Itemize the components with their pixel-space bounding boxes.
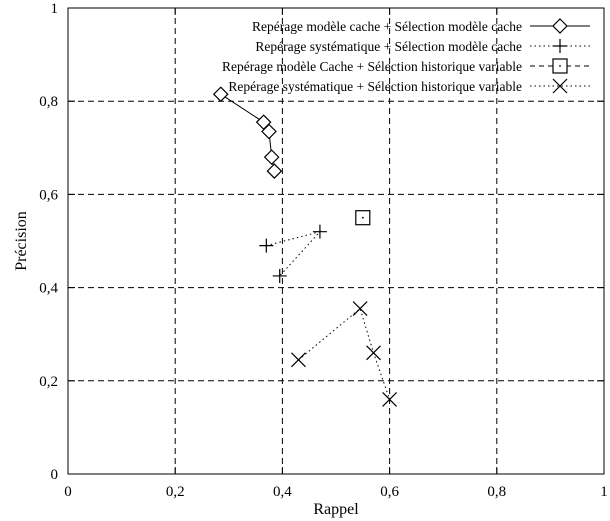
data-point-diamond — [212, 86, 229, 103]
data-point-plus — [259, 238, 274, 253]
y-tick-label: 0 — [51, 467, 59, 483]
series-2 — [259, 224, 327, 283]
legend-marker-diamond — [552, 18, 568, 34]
legend-label: Repérage systématique + Sélection modèle… — [255, 39, 522, 54]
legend-marker-square — [552, 58, 568, 74]
x-tick-label: 0,6 — [380, 484, 399, 500]
data-point-plus — [312, 224, 327, 239]
data-point-diamond — [261, 123, 277, 140]
legend-item: Repérage modèle Cache + Sélection histor… — [222, 58, 590, 74]
series-1 — [212, 86, 283, 179]
legend-label: Repérage systématique + Sélection histor… — [228, 79, 522, 94]
y-tick-label: 0,6 — [39, 187, 58, 203]
plot-frame — [67, 7, 605, 475]
series-4 — [291, 301, 398, 407]
y-tick-label: 0,8 — [39, 94, 58, 110]
series-layer — [212, 86, 398, 407]
data-point-diamond — [263, 149, 280, 165]
grid-lines — [68, 8, 604, 474]
legend-label: Repérage modèle Cache + Sélection histor… — [222, 59, 522, 74]
data-point-diamond — [266, 163, 283, 179]
y-tick-label: 0,4 — [39, 281, 58, 297]
x-tick-label: 0 — [64, 484, 72, 500]
legend-marker-plus — [553, 39, 567, 53]
legend-label: Repérage modèle cache + Sélection modèle… — [252, 19, 522, 34]
x-tick-label: 0,2 — [166, 484, 185, 500]
x-tick-label: 0,8 — [487, 484, 506, 500]
series-line — [266, 230, 322, 277]
legend-item: Repérage modèle cache + Sélection modèle… — [252, 18, 590, 34]
series-line — [298, 307, 391, 400]
legend-item: Repérage systématique + Sélection modèle… — [255, 39, 590, 54]
y-tick-label: 1 — [51, 1, 59, 17]
legend-item: Repérage systématique + Sélection histor… — [228, 78, 590, 94]
y-axis-label: Précision — [13, 211, 30, 271]
x-tick-label: 1 — [600, 484, 608, 500]
data-point-cross — [352, 301, 368, 316]
data-point-square — [355, 210, 371, 226]
legend: Repérage modèle cache + Sélection modèle… — [222, 18, 590, 94]
data-point-plus — [272, 268, 287, 283]
axis-ticks: 0 0,2 0,4 0,6 0,8 1 0 0,2 0,4 0,6 0,8 1 — [39, 1, 608, 500]
series-3 — [355, 210, 371, 226]
y-tick-label: 0,2 — [39, 374, 58, 390]
data-point-cross — [366, 345, 381, 361]
x-axis-label: Rappel — [313, 501, 359, 518]
data-point-cross — [382, 392, 398, 407]
data-point-cross — [291, 352, 306, 368]
x-tick-label: 0,4 — [273, 484, 292, 500]
legend-marker-cross — [552, 78, 568, 94]
